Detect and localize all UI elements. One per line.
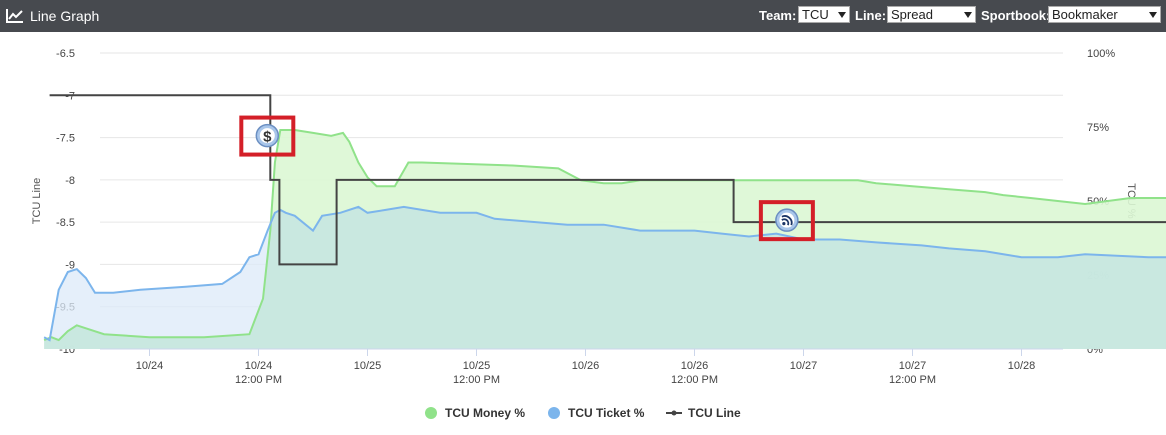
team-label: Team: [759, 8, 797, 23]
y-left-tick-label: -9 [65, 259, 75, 271]
dollar-symbol: $ [263, 129, 272, 146]
x-tick-label-time: 12:00 PM [235, 374, 282, 386]
y-left-tick-label: -6.5 [56, 48, 75, 60]
x-tick-label: 10/25 [354, 360, 382, 372]
line-label: Line: [855, 8, 887, 23]
legend-item-label: TCU Money % [445, 406, 525, 420]
marker-highlight-box [758, 200, 815, 242]
rss-arc [781, 215, 793, 226]
x-tick-label: 10/25 [463, 360, 491, 372]
y-right-tick-label: 100% [1087, 48, 1115, 60]
line-select[interactable]: Spread [887, 6, 976, 23]
x-tick-label: 10/27 [899, 360, 927, 372]
x-tick-label: 10/26 [681, 360, 709, 372]
y-left-tick-label: -7.5 [56, 133, 75, 145]
chevron-down-icon [838, 12, 846, 18]
marker-highlight-box [239, 115, 296, 157]
x-tick-label: 10/24 [136, 360, 164, 372]
rss-arc [781, 218, 790, 226]
y-left-tick-label: -8 [65, 175, 75, 187]
sportsbook-label: Sportbook: [981, 8, 1051, 23]
line-select-value: Spread [891, 7, 933, 22]
marker-inner [259, 128, 275, 144]
line-chart-icon [6, 9, 23, 23]
sportsbook-select[interactable]: Bookmaker [1048, 6, 1161, 23]
x-tick-label: 10/27 [790, 360, 818, 372]
y-right-tick-label: 75% [1087, 122, 1109, 134]
legend-marker [425, 407, 437, 419]
y-left-axis-title: TCU Line [31, 178, 43, 224]
rss-dot [782, 222, 786, 226]
team-select-value: TCU [802, 7, 829, 22]
line-chart: -6.5-7-7.5-8-8.5-9-9.5-10100%75%50%25%0%… [31, 48, 1166, 420]
legend-marker-dot [671, 410, 677, 416]
legend-marker [548, 407, 560, 419]
x-tick-label-time: 12:00 PM [671, 374, 718, 386]
team-select[interactable]: TCU [798, 6, 850, 23]
chart-header: Line Graph Team: TCU Line: Spread Sportb… [0, 0, 1166, 32]
chevron-down-icon [964, 12, 972, 18]
x-tick-label-time: 12:00 PM [453, 374, 500, 386]
sportsbook-select-value: Bookmaker [1052, 7, 1118, 22]
legend-item-label: TCU Ticket % [568, 406, 645, 420]
chart-title: Line Graph [30, 8, 100, 24]
y-left-tick-label: -8.5 [56, 217, 75, 229]
x-tick-label: 10/24 [245, 360, 273, 372]
x-tick-label-time: 12:00 PM [889, 374, 936, 386]
series-line-ticket [43, 205, 1166, 342]
overlap-area [44, 206, 1166, 349]
x-tick-label: 10/28 [1008, 360, 1036, 372]
series-line-tcu-line [49, 94, 1166, 266]
legend-item-label: TCU Line [688, 406, 741, 420]
chevron-down-icon [1149, 12, 1157, 18]
x-tick-label: 10/26 [572, 360, 600, 372]
